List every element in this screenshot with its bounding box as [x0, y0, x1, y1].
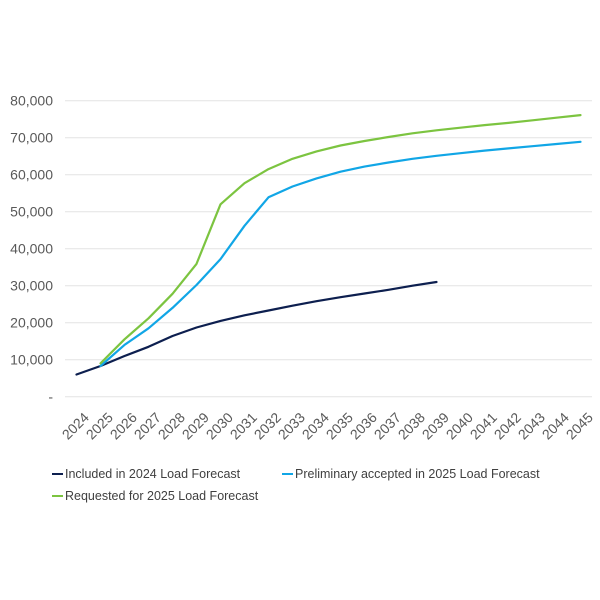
- y-tick-label: 70,000: [10, 130, 53, 146]
- legend-row-2: Requested for 2025 Load Forecast: [52, 485, 592, 507]
- legend-label: Preliminary accepted in 2025 Load Foreca…: [295, 467, 540, 481]
- legend-label: Requested for 2025 Load Forecast: [65, 489, 259, 503]
- legend-swatch-icon: [52, 495, 63, 497]
- y-tick-label: 60,000: [10, 167, 53, 183]
- y-axis-ticks: - 10,000 20,000 30,000 40,000 50,000 60,000 70,…: [10, 93, 53, 405]
- y-tick-label: -: [48, 389, 53, 405]
- y-tick-label: 80,000: [10, 93, 53, 109]
- x-axis-ticks: 2024202520262027202820292030203120322033…: [59, 409, 596, 442]
- series-lines: [75, 113, 582, 376]
- legend-item-preliminary-2025: Preliminary accepted in 2025 Load Foreca…: [282, 467, 540, 481]
- y-tick-label: 40,000: [10, 241, 53, 257]
- series-line-included-in-2024-load-forecast: [75, 280, 438, 376]
- legend-swatch-icon: [282, 473, 293, 475]
- legend-row-1: Included in 2024 Load Forecast Prelimina…: [52, 463, 592, 485]
- series-line-preliminary-accepted-in-2025-load-forecast: [99, 140, 582, 368]
- x-tick-label: 2045: [563, 409, 596, 442]
- y-tick-label: 50,000: [10, 204, 53, 220]
- y-tick-label: 10,000: [10, 352, 53, 368]
- legend-item-requested-2025: Requested for 2025 Load Forecast: [52, 489, 258, 503]
- series-line-requested-for-2025-load-forecast: [99, 113, 582, 365]
- y-tick-label: 30,000: [10, 278, 53, 294]
- y-tick-label: 20,000: [10, 315, 53, 331]
- legend: Included in 2024 Load Forecast Prelimina…: [52, 463, 592, 507]
- legend-item-included-2024: Included in 2024 Load Forecast: [52, 467, 282, 481]
- legend-swatch-icon: [52, 473, 63, 475]
- gridlines: [65, 100, 592, 398]
- legend-label: Included in 2024 Load Forecast: [65, 467, 241, 481]
